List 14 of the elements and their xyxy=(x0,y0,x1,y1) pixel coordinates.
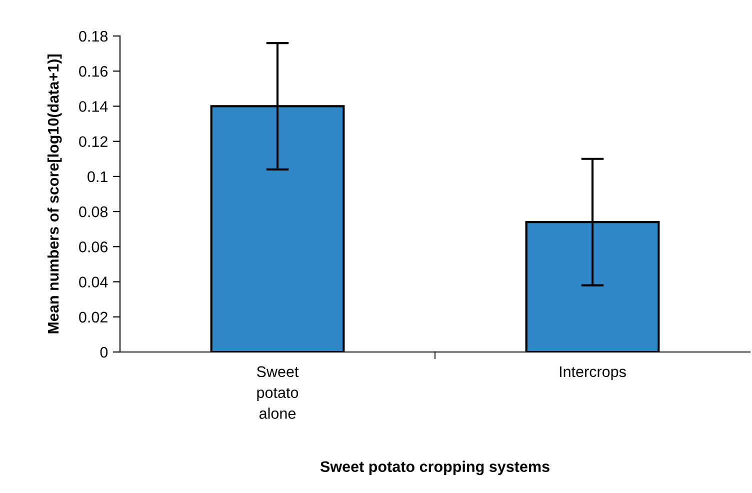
y-tick-label: 0.02 xyxy=(79,312,108,323)
y-tick-label: 0.08 xyxy=(79,206,108,218)
x-tick-label: Intercrops xyxy=(560,366,626,380)
y-tick-label: 0 xyxy=(100,346,108,358)
x-axis-title: Sweet potato cropping systems xyxy=(320,460,550,476)
y-tick-label: 0.18 xyxy=(79,30,108,42)
y-tick-label: 0.06 xyxy=(79,242,108,252)
y-tick-label: 0.14 xyxy=(79,101,108,112)
y-tick-label: 0.16 xyxy=(79,66,108,77)
x-tick-label: Sweet potato alone xyxy=(256,366,299,419)
y-tick-label: 0.04 xyxy=(79,276,108,288)
y-tick-label: 0.12 xyxy=(79,136,108,148)
y-tick-label: 0.1 xyxy=(88,171,108,182)
y-axis-title: Mean numbers of score[log10(data+1)] xyxy=(47,54,62,334)
